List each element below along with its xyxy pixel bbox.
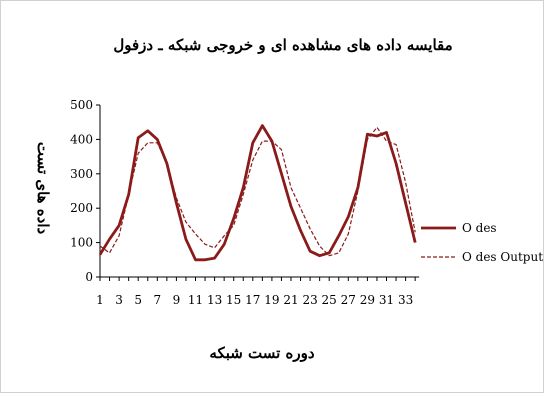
x-tick-label: 13 — [207, 293, 222, 307]
x-tick-label: 5 — [134, 293, 142, 307]
y-tick-label: 400 — [70, 132, 93, 146]
x-tick-label: 3 — [115, 293, 123, 307]
x-tick-label: 9 — [173, 293, 181, 307]
y-tick-label: 300 — [70, 167, 93, 181]
x-tick-label: 11 — [188, 293, 203, 307]
y-axis-label: داده های تست — [34, 142, 52, 235]
x-tick-label: 21 — [283, 293, 298, 307]
x-tick-label: 33 — [398, 293, 413, 307]
x-tick-label: 15 — [226, 293, 241, 307]
series-layer — [98, 124, 417, 262]
x-tick-label: 25 — [322, 293, 337, 307]
x-tick-label: 17 — [245, 293, 260, 307]
series-line-1 — [98, 124, 417, 262]
x-tick-label: 7 — [153, 293, 161, 307]
y-tick-label: 500 — [70, 98, 93, 112]
legend-label: O des Output — [462, 250, 543, 264]
legend-label: O des — [462, 221, 497, 235]
series-line-2 — [99, 126, 416, 257]
x-tick-label: 19 — [264, 293, 279, 307]
x-axis-label: دوره تست شبکه — [209, 344, 314, 362]
x-tick-label: 23 — [302, 293, 317, 307]
chart-title: مقایسه داده های مشاهده ای و خروجی شبکه ـ… — [113, 36, 452, 54]
y-tick-label: 100 — [70, 236, 93, 250]
x-tick-label: 31 — [379, 293, 394, 307]
y-tick-label: 200 — [70, 201, 93, 215]
y-tick-label: 0 — [85, 270, 93, 284]
x-tick-label: 29 — [360, 293, 375, 307]
legend: O des O des Output — [421, 221, 543, 264]
x-tick-label: 27 — [341, 293, 356, 307]
x-tick-label: 1 — [96, 293, 104, 307]
